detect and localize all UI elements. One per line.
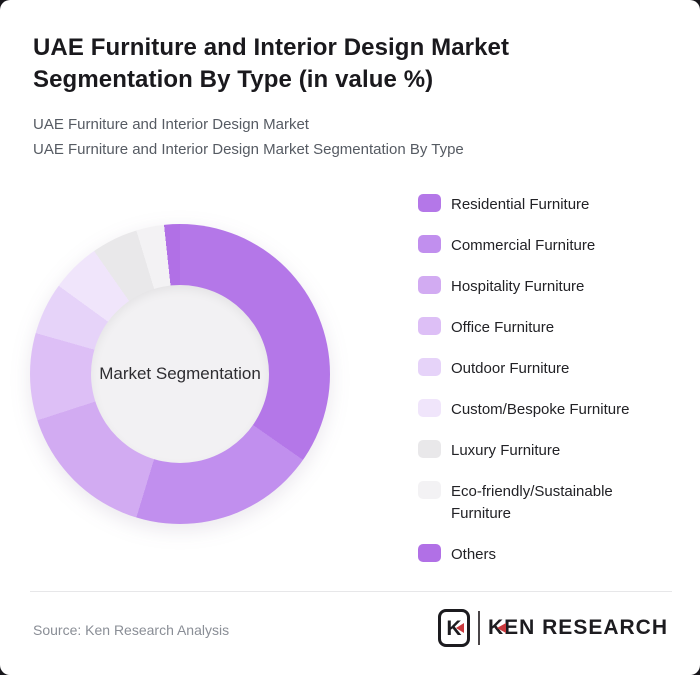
legend-item: Residential Furniture — [418, 194, 680, 216]
legend-swatch-icon — [418, 194, 441, 212]
logo-emblem-letter: K — [446, 616, 462, 640]
donut-center-label: Market Segmentation — [99, 364, 261, 383]
legend-swatch-icon — [418, 544, 441, 562]
legend-label: Luxury Furniture — [451, 442, 561, 459]
legend-item: Custom/Bespoke Furniture — [418, 399, 680, 421]
legend-item: Luxury Furniture — [418, 440, 680, 462]
donut-center: Market Segmentation — [91, 285, 269, 463]
chart-subtitle: UAE Furniture and Interior Design Market… — [33, 112, 653, 162]
legend-swatch-icon — [418, 276, 441, 294]
legend-label: Office Furniture — [451, 319, 555, 336]
legend-label: Custom/Bespoke Furniture — [451, 401, 630, 418]
subtitle-line-1: UAE Furniture and Interior Design Market — [33, 116, 309, 133]
logo-wordmark: KEN RESEARCH — [488, 616, 668, 640]
legend-item: Commercial Furniture — [418, 235, 680, 257]
legend-swatch-icon — [418, 440, 441, 458]
legend-item: Office Furniture — [418, 317, 680, 339]
legend-label: Hospitality Furniture — [451, 278, 585, 295]
footer-divider — [30, 591, 672, 592]
legend-swatch-icon — [418, 399, 441, 417]
logo-wordmark-text: KEN RESEARCH — [487, 616, 668, 639]
legend-label: Others — [451, 546, 497, 563]
logo-emblem-icon: K — [437, 609, 470, 647]
subtitle-line-2: UAE Furniture and Interior Design Market… — [33, 141, 464, 158]
legend-swatch-icon — [418, 317, 441, 335]
page-title: UAE Furniture and Interior Design Market… — [33, 34, 510, 93]
legend-label: Residential Furniture — [451, 196, 590, 213]
legend-item: Hospitality Furniture — [418, 276, 680, 298]
chart-legend: Residential Furniture Commercial Furnitur… — [418, 194, 680, 585]
logo-wordmark-triangle-icon — [496, 623, 506, 633]
donut-chart: Market Segmentation — [30, 224, 330, 524]
logo-separator — [477, 611, 480, 645]
logo-red-triangle-icon — [455, 623, 464, 633]
legend-label: Eco-friendly/Sustainable Furniture — [451, 483, 613, 522]
ken-research-logo: K KEN RESEARCH — [437, 607, 668, 649]
legend-label: Commercial Furniture — [451, 237, 596, 254]
source-note: Source: Ken Research Analysis — [33, 622, 230, 638]
legend-swatch-icon — [418, 235, 441, 253]
legend-item: Outdoor Furniture — [418, 358, 680, 380]
legend-label: Outdoor Furniture — [451, 360, 570, 377]
legend-swatch-icon — [418, 481, 441, 499]
legend-item: Others — [418, 544, 680, 566]
legend-swatch-icon — [418, 358, 441, 376]
legend-item: Eco-friendly/Sustainable Furniture — [418, 481, 680, 525]
